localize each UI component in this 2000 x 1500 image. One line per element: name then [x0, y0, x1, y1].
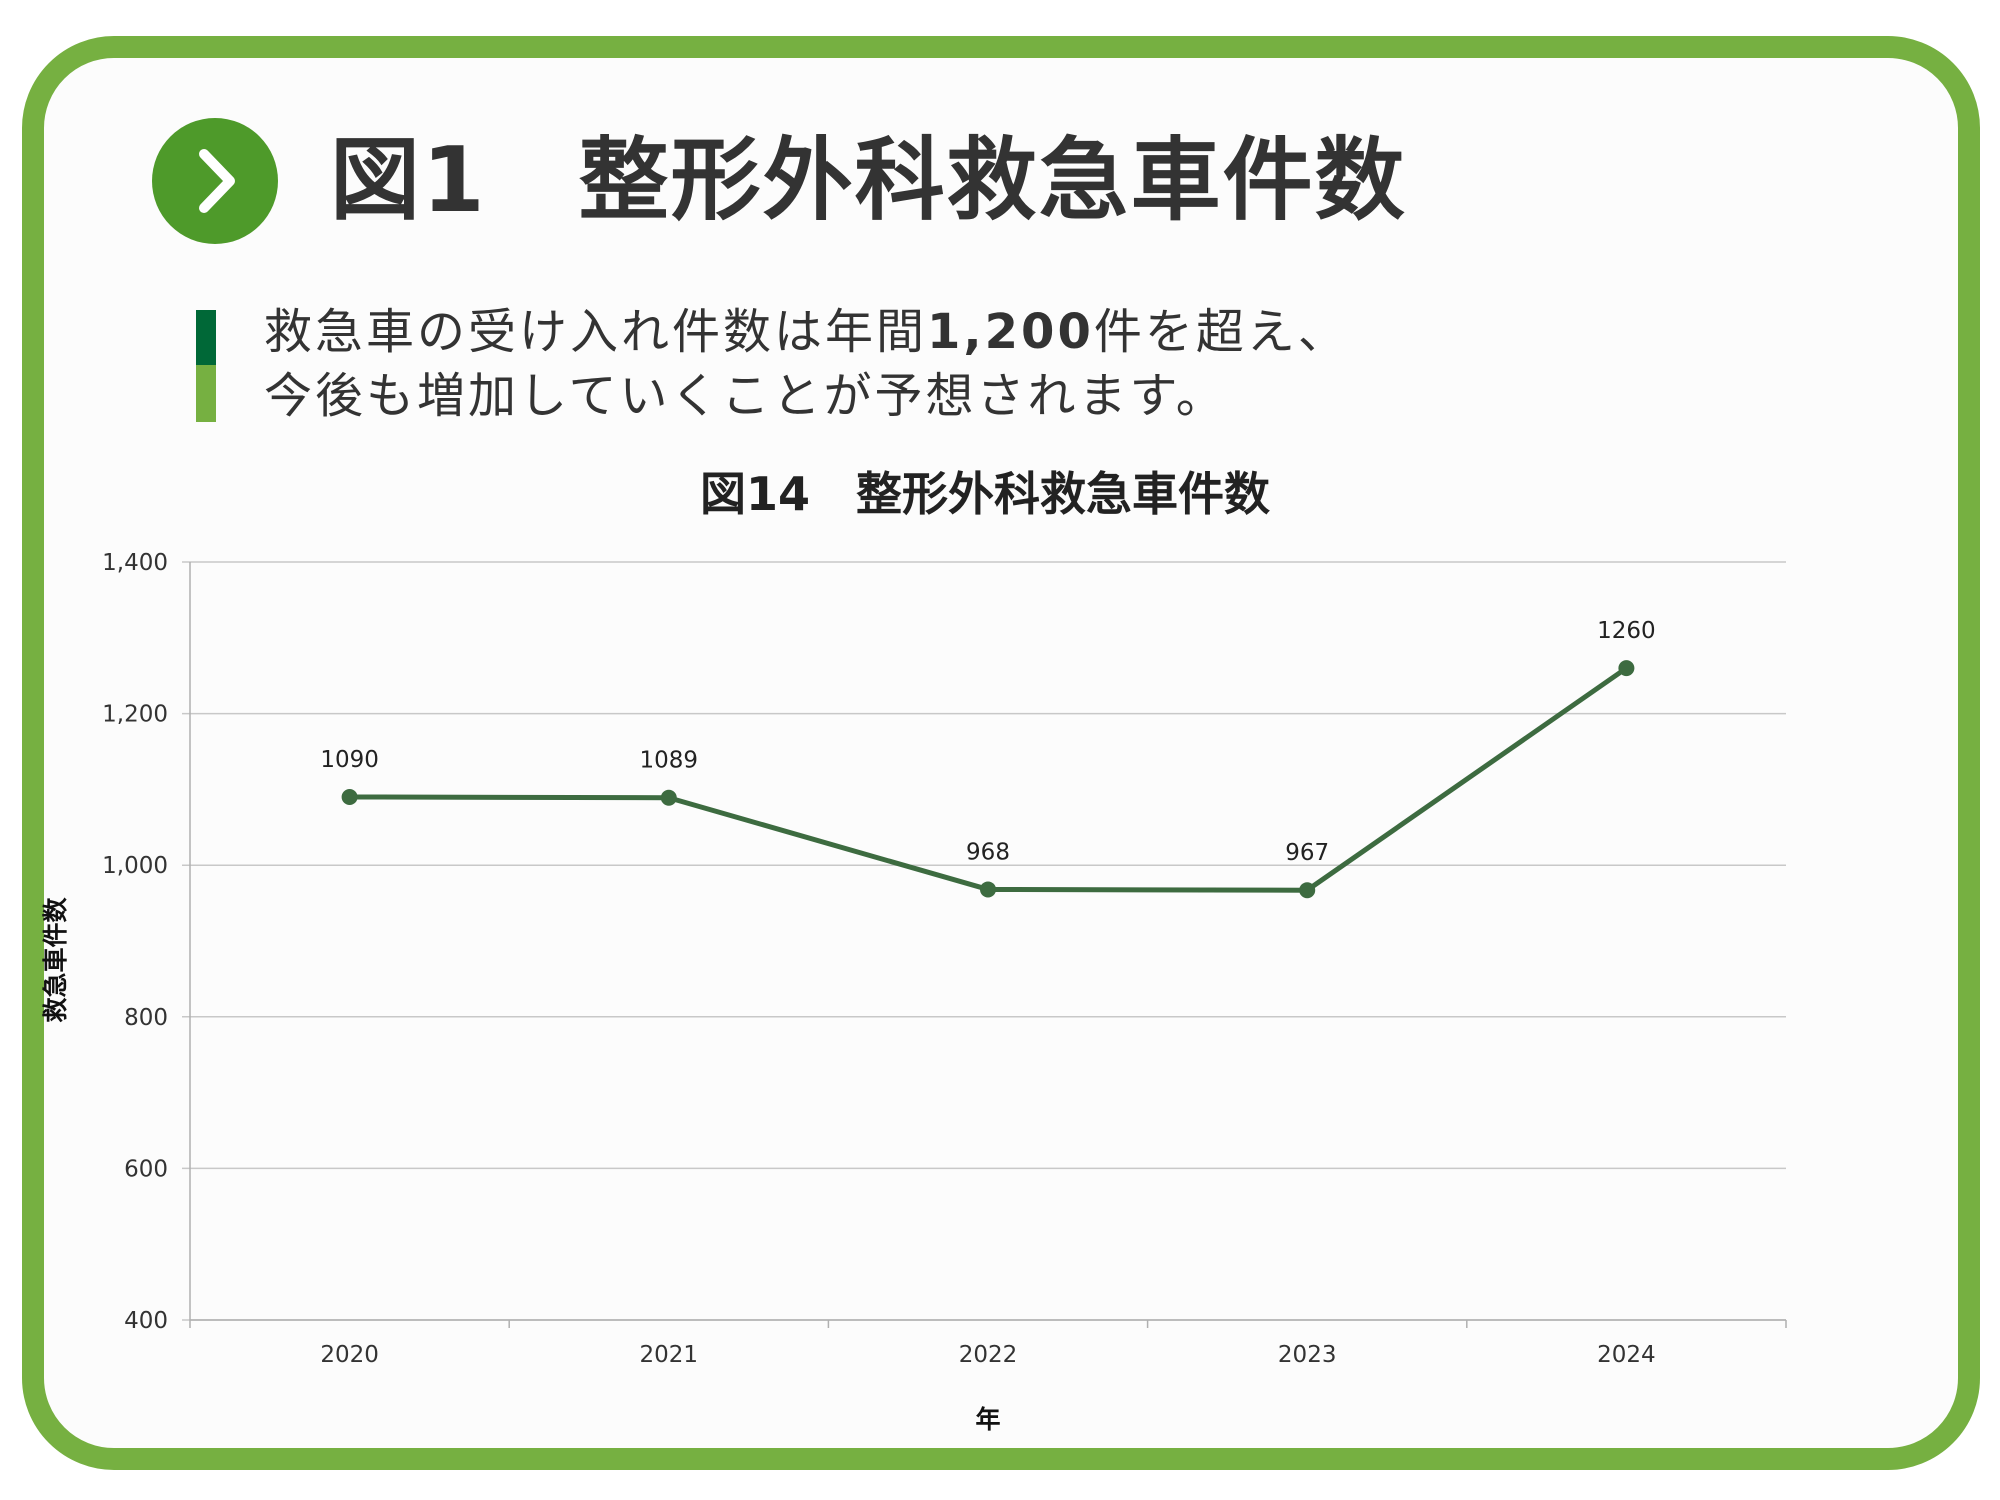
data-label: 967	[1285, 840, 1329, 866]
y-tick-label: 1,000	[102, 853, 168, 879]
slide-frame	[22, 36, 1980, 1470]
summary-line1-bold: 1,200	[927, 304, 1094, 360]
y-tick-label: 600	[124, 1156, 168, 1182]
data-point	[1618, 660, 1635, 677]
x-tick-label: 2022	[959, 1342, 1018, 1368]
chart-title: 図14 整形外科救急車件数	[699, 467, 1270, 521]
summary-line1-suffix: 件を超え、	[1093, 304, 1349, 360]
x-axis-label: 年	[975, 1405, 1001, 1434]
summary-text: 救急車の受け入れ件数は年間1,200件を超え、 今後も増加していくことが予想され…	[264, 300, 1349, 428]
data-label: 1260	[1597, 618, 1656, 644]
x-tick-label: 2020	[320, 1342, 379, 1368]
x-tick-label: 2023	[1278, 1342, 1337, 1368]
y-axis-label: 救急車件数	[41, 897, 70, 1023]
x-tick-label: 2021	[640, 1342, 699, 1368]
y-tick-label: 1,400	[102, 550, 168, 576]
summary-line1-prefix: 救急車の受け入れ件数は年間	[264, 304, 928, 360]
data-point	[660, 789, 677, 806]
x-tick-label: 2024	[1597, 1342, 1656, 1368]
page-title: 図1 整形外科救急車件数	[330, 128, 1407, 233]
data-label: 1090	[320, 747, 379, 773]
y-tick-label: 1,200	[102, 702, 168, 728]
summary-line2: 今後も増加していくことが予想されます。	[264, 368, 1227, 424]
chevron-right-icon	[152, 118, 278, 244]
data-point	[1299, 882, 1316, 899]
data-label: 1089	[640, 748, 699, 774]
y-tick-label: 800	[124, 1005, 168, 1031]
data-point	[341, 788, 358, 805]
y-tick-label: 400	[124, 1308, 168, 1334]
accent-bar-dark	[196, 310, 216, 365]
accent-bar-light	[196, 365, 216, 422]
data-label: 968	[966, 839, 1010, 865]
data-point	[980, 881, 996, 898]
